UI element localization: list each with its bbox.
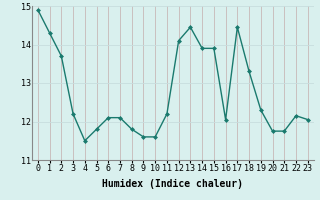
X-axis label: Humidex (Indice chaleur): Humidex (Indice chaleur) xyxy=(102,179,243,189)
